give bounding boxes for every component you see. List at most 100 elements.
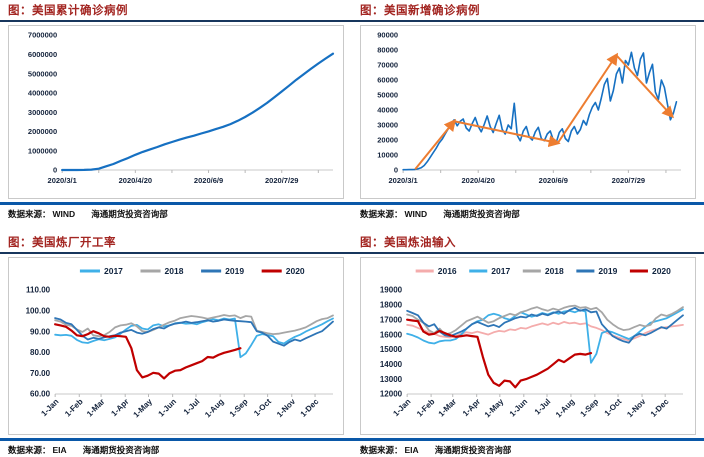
source-department: 海通期货投资咨询部 xyxy=(82,445,160,455)
svg-text:2000000: 2000000 xyxy=(28,127,57,136)
svg-text:19000: 19000 xyxy=(380,286,403,295)
svg-text:15000: 15000 xyxy=(380,345,403,354)
chart-box-cumulative-cases: 0 1000000 2000000 3000000 4000000 5000000 6000… xyxy=(8,25,344,199)
svg-text:1-Apr: 1-Apr xyxy=(461,397,482,418)
svg-text:2020/6/9: 2020/6/9 xyxy=(539,176,568,185)
svg-text:2018: 2018 xyxy=(545,266,564,276)
svg-text:1-Feb: 1-Feb xyxy=(415,397,437,418)
svg-text:12000: 12000 xyxy=(380,390,403,399)
svg-text:40000: 40000 xyxy=(377,106,398,115)
data-source-wind-left: 数据来源： WIND 海通期货投资咨询部 xyxy=(0,205,352,221)
svg-text:100.00: 100.00 xyxy=(26,307,51,316)
source-provider: EIA xyxy=(404,445,419,455)
svg-text:60000: 60000 xyxy=(377,76,398,85)
svg-text:30000: 30000 xyxy=(377,121,398,130)
svg-text:20000: 20000 xyxy=(377,136,398,145)
svg-text:2020/4/20: 2020/4/20 xyxy=(119,176,152,185)
figure-us-refinery-utilization: 图：美国炼厂开工率 60.00 70.00 80.00 90.00 100.00 110.… xyxy=(0,232,352,435)
svg-text:1-May: 1-May xyxy=(483,397,506,420)
source-label: 数据来源： xyxy=(360,445,403,455)
svg-text:1-Nov: 1-Nov xyxy=(625,397,648,419)
svg-text:1-Dec: 1-Dec xyxy=(649,397,671,419)
svg-text:1-Sep: 1-Sep xyxy=(578,397,600,419)
svg-text:2020: 2020 xyxy=(652,266,671,276)
source-provider: WIND xyxy=(404,209,428,219)
figure-title-text: 图：美国炼厂开工率 xyxy=(8,237,116,249)
svg-text:10000: 10000 xyxy=(377,151,398,160)
svg-text:1-Dec: 1-Dec xyxy=(299,397,321,419)
svg-text:17000: 17000 xyxy=(380,315,403,324)
svg-text:2020/7/29: 2020/7/29 xyxy=(265,176,298,185)
us-new-cases-chart: 0 10000 20000 30000 40000 50000 60000 70000 8000… xyxy=(377,31,681,185)
figure-row-top: 图：美国累计确诊病例 0 1000000 2000000 3000000 4000000… xyxy=(0,0,704,199)
source-department: 海通期货投资咨询部 xyxy=(434,445,512,455)
svg-text:2020/7/29: 2020/7/29 xyxy=(612,176,645,185)
source-provider: EIA xyxy=(52,445,67,455)
svg-text:0: 0 xyxy=(394,166,398,175)
figure-title-text: 图：美国新增确诊病例 xyxy=(360,5,480,17)
svg-text:1-Oct: 1-Oct xyxy=(603,397,624,418)
svg-text:1-Apr: 1-Apr xyxy=(109,397,130,418)
svg-text:60.00: 60.00 xyxy=(30,390,51,399)
source-row-bottom: 数据来源： EIA 海通期货投资咨询部 数据来源： EIA 海通期货投资咨询部 xyxy=(0,438,704,457)
data-source-wind-right: 数据来源： WIND 海通期货投资咨询部 xyxy=(352,205,704,221)
figure-title-refinery-utilization: 图：美国炼厂开工率 xyxy=(0,232,352,254)
svg-text:1-Sep: 1-Sep xyxy=(228,397,250,419)
data-source-eia-left: 数据来源： EIA 海通期货投资咨询部 xyxy=(0,441,352,457)
svg-text:4000000: 4000000 xyxy=(28,89,57,98)
svg-text:1-Jun: 1-Jun xyxy=(508,397,530,418)
figure-us-refinery-input: 图：美国炼油输入 12000 13000 14000 15000 16000 17000 1… xyxy=(352,232,704,435)
svg-text:1-Aug: 1-Aug xyxy=(203,397,226,419)
source-label: 数据来源： xyxy=(8,445,51,455)
figure-us-cumulative-cases: 图：美国累计确诊病例 0 1000000 2000000 3000000 4000000… xyxy=(0,0,352,199)
svg-text:2016: 2016 xyxy=(438,266,457,276)
svg-text:1-Aug: 1-Aug xyxy=(554,397,577,419)
svg-text:5000000: 5000000 xyxy=(28,69,57,78)
figure-title-text: 图：美国炼油输入 xyxy=(360,237,456,249)
svg-text:1000000: 1000000 xyxy=(28,146,57,155)
svg-text:90000: 90000 xyxy=(377,31,398,40)
figure-title-new-cases: 图：美国新增确诊病例 xyxy=(352,0,704,22)
svg-text:6000000: 6000000 xyxy=(28,50,57,59)
svg-text:1-Jun: 1-Jun xyxy=(157,397,179,418)
svg-text:2020/4/20: 2020/4/20 xyxy=(462,176,495,185)
svg-text:14000: 14000 xyxy=(380,360,403,369)
figure-title-text: 图：美国累计确诊病例 xyxy=(8,5,128,17)
svg-text:1-Nov: 1-Nov xyxy=(275,397,298,419)
us-refinery-utilization-chart: 60.00 70.00 80.00 90.00 100.00 110.00 1-Jan 1-F… xyxy=(26,266,334,420)
svg-text:1-Feb: 1-Feb xyxy=(63,397,85,418)
svg-text:2020/6/9: 2020/6/9 xyxy=(194,176,223,185)
svg-text:2020/3/1: 2020/3/1 xyxy=(389,176,418,185)
source-provider: WIND xyxy=(52,209,76,219)
svg-text:2019: 2019 xyxy=(598,266,617,276)
row-spacer xyxy=(0,221,704,232)
svg-text:110.00: 110.00 xyxy=(26,286,51,295)
figure-row-bottom: 图：美国炼厂开工率 60.00 70.00 80.00 90.00 100.00 110.… xyxy=(0,232,704,435)
svg-text:1-Mar: 1-Mar xyxy=(85,397,106,418)
svg-text:70000: 70000 xyxy=(377,61,398,70)
us-refinery-input-chart: 12000 13000 14000 15000 16000 17000 18000 19000… xyxy=(380,266,684,420)
svg-text:1-Mar: 1-Mar xyxy=(437,397,458,418)
figure-us-new-cases: 图：美国新增确诊病例 0 10000 20000 30000 40000 50000 600… xyxy=(352,0,704,199)
data-source-eia-right: 数据来源： EIA 海通期货投资咨询部 xyxy=(352,441,704,457)
svg-text:70.00: 70.00 xyxy=(30,369,51,378)
svg-text:2018: 2018 xyxy=(165,266,184,276)
svg-text:2017: 2017 xyxy=(491,266,510,276)
chart-box-refinery-input: 12000 13000 14000 15000 16000 17000 18000 19000… xyxy=(360,257,696,435)
svg-text:0: 0 xyxy=(53,166,57,175)
svg-text:16000: 16000 xyxy=(380,330,403,339)
figure-title-refinery-input: 图：美国炼油输入 xyxy=(352,232,704,254)
svg-text:1-Jul: 1-Jul xyxy=(182,397,202,417)
svg-text:1-Jan: 1-Jan xyxy=(391,397,412,418)
svg-text:13000: 13000 xyxy=(380,375,403,384)
svg-text:7000000: 7000000 xyxy=(28,31,57,40)
source-label: 数据来源： xyxy=(360,209,403,219)
us-cumulative-cases-chart: 0 1000000 2000000 3000000 4000000 5000000 6000… xyxy=(28,31,335,185)
source-row-top: 数据来源： WIND 海通期货投资咨询部 数据来源： WIND 海通期货投资咨询部 xyxy=(0,202,704,221)
svg-text:1-Jul: 1-Jul xyxy=(533,397,553,417)
svg-text:1-May: 1-May xyxy=(131,397,154,420)
svg-text:1-Jan: 1-Jan xyxy=(39,397,60,418)
source-department: 海通期货投资咨询部 xyxy=(91,209,168,219)
figure-title-cumulative-cases: 图：美国累计确诊病例 xyxy=(0,0,352,22)
